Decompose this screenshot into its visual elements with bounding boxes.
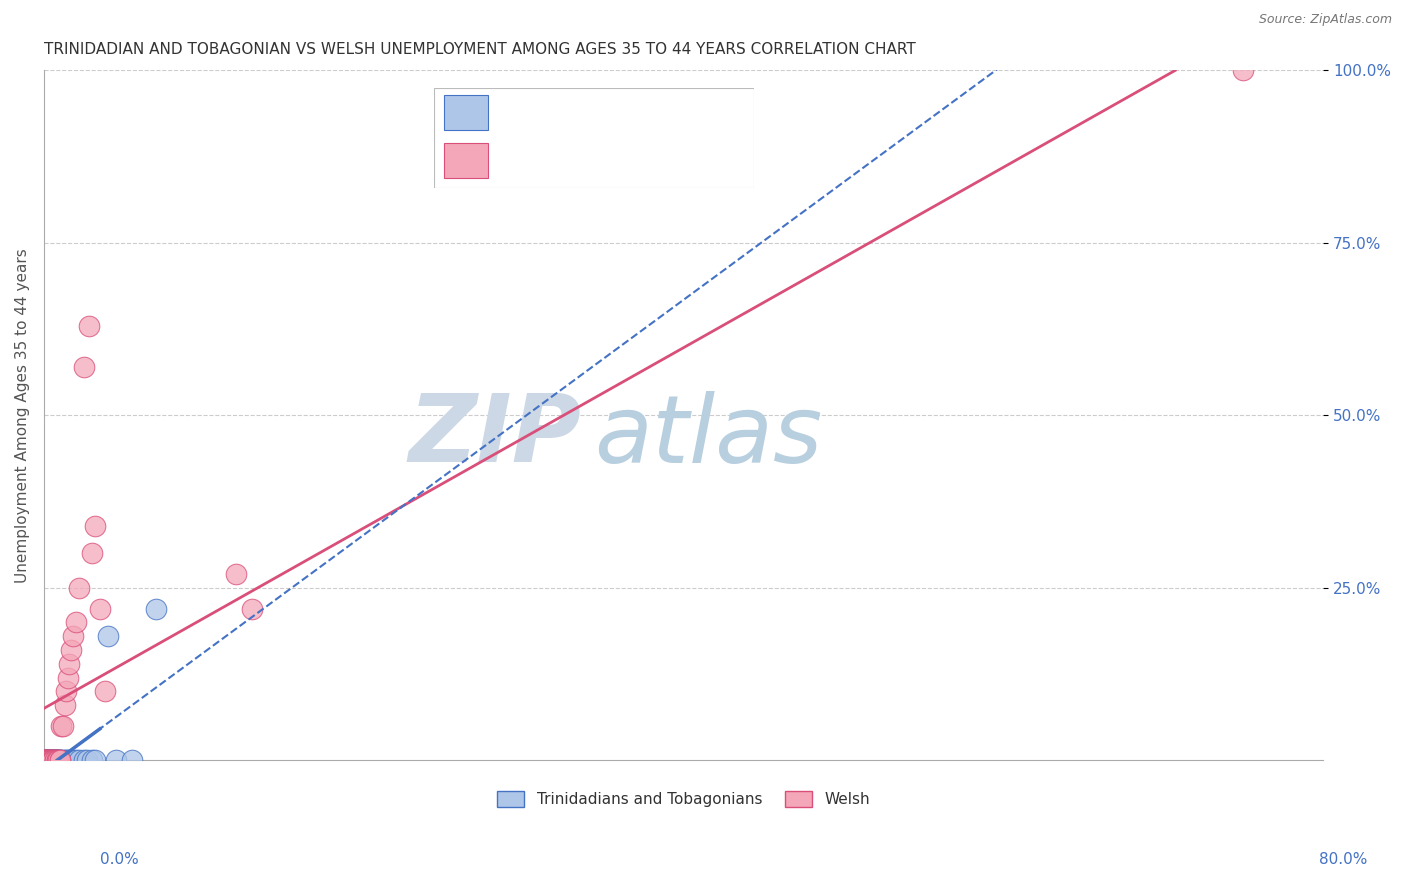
- Point: [67, 753, 90, 767]
- Point: [39, 753, 62, 767]
- Point: [49, 753, 72, 767]
- Point: [55, 684, 77, 698]
- Point: [58, 657, 80, 671]
- Point: [35, 753, 58, 767]
- Point: [52, 753, 75, 767]
- Point: [42, 753, 65, 767]
- Point: [97, 629, 120, 643]
- Y-axis label: Unemployment Among Ages 35 to 44 years: Unemployment Among Ages 35 to 44 years: [15, 248, 30, 582]
- Point: [80, 546, 103, 560]
- Point: [41, 753, 63, 767]
- Point: [35, 753, 58, 767]
- Point: [39, 753, 62, 767]
- Point: [34, 753, 56, 767]
- Point: [53, 753, 76, 767]
- Point: [49, 753, 72, 767]
- Point: [44, 753, 66, 767]
- Point: [34, 753, 56, 767]
- Point: [42, 753, 65, 767]
- Point: [62, 629, 84, 643]
- Point: [44, 753, 66, 767]
- Point: [35, 753, 58, 767]
- Point: [42, 753, 65, 767]
- Point: [42, 753, 65, 767]
- Point: [73, 753, 96, 767]
- Point: [65, 615, 87, 630]
- Point: [45, 753, 67, 767]
- Point: [67, 581, 90, 595]
- Point: [34, 753, 56, 767]
- Point: [32, 753, 55, 767]
- Point: [38, 753, 60, 767]
- Text: 0.0%: 0.0%: [100, 852, 139, 867]
- Point: [45, 753, 67, 767]
- Text: 80.0%: 80.0%: [1319, 852, 1367, 867]
- Point: [80, 753, 103, 767]
- Point: [49, 753, 72, 767]
- Point: [39, 753, 62, 767]
- Point: [41, 753, 63, 767]
- Point: [53, 698, 76, 713]
- Point: [93, 684, 115, 698]
- Point: [35, 753, 58, 767]
- Point: [32, 753, 55, 767]
- Point: [41, 753, 63, 767]
- Point: [62, 753, 84, 767]
- Point: [41, 753, 63, 767]
- Point: [41, 753, 63, 767]
- Point: [44, 753, 66, 767]
- Point: [51, 719, 73, 733]
- Point: [56, 753, 79, 767]
- Point: [1232, 63, 1254, 78]
- Point: [76, 753, 98, 767]
- Legend: Trinidadians and Tobagonians, Welsh: Trinidadians and Tobagonians, Welsh: [489, 783, 877, 814]
- Point: [38, 753, 60, 767]
- Text: ZIP: ZIP: [408, 390, 581, 482]
- Point: [84, 518, 107, 533]
- Point: [51, 753, 73, 767]
- Point: [32, 753, 55, 767]
- Point: [104, 753, 127, 767]
- Point: [49, 753, 72, 767]
- Point: [45, 753, 67, 767]
- Point: [32, 753, 55, 767]
- Text: TRINIDADIAN AND TOBAGONIAN VS WELSH UNEMPLOYMENT AMONG AGES 35 TO 44 YEARS CORRE: TRINIDADIAN AND TOBAGONIAN VS WELSH UNEM…: [44, 42, 915, 57]
- Point: [45, 753, 67, 767]
- Point: [121, 753, 143, 767]
- Point: [77, 318, 100, 333]
- Point: [38, 753, 60, 767]
- Point: [60, 643, 83, 657]
- Point: [34, 753, 56, 767]
- Point: [55, 753, 77, 767]
- Point: [56, 671, 79, 685]
- Point: [42, 753, 65, 767]
- Point: [46, 753, 69, 767]
- Point: [240, 601, 263, 615]
- Point: [44, 753, 66, 767]
- Text: atlas: atlas: [593, 391, 823, 482]
- Point: [145, 601, 167, 615]
- Point: [39, 753, 62, 767]
- Point: [84, 753, 107, 767]
- Point: [39, 753, 62, 767]
- Text: Source: ZipAtlas.com: Source: ZipAtlas.com: [1258, 13, 1392, 27]
- Point: [32, 753, 55, 767]
- Point: [65, 753, 87, 767]
- Point: [60, 753, 83, 767]
- Point: [52, 719, 75, 733]
- Point: [38, 753, 60, 767]
- Point: [35, 753, 58, 767]
- Point: [34, 753, 56, 767]
- Point: [89, 601, 111, 615]
- Point: [38, 753, 60, 767]
- Point: [46, 753, 69, 767]
- Point: [46, 753, 69, 767]
- Point: [225, 567, 247, 582]
- Point: [73, 360, 96, 375]
- Point: [58, 753, 80, 767]
- Point: [44, 753, 66, 767]
